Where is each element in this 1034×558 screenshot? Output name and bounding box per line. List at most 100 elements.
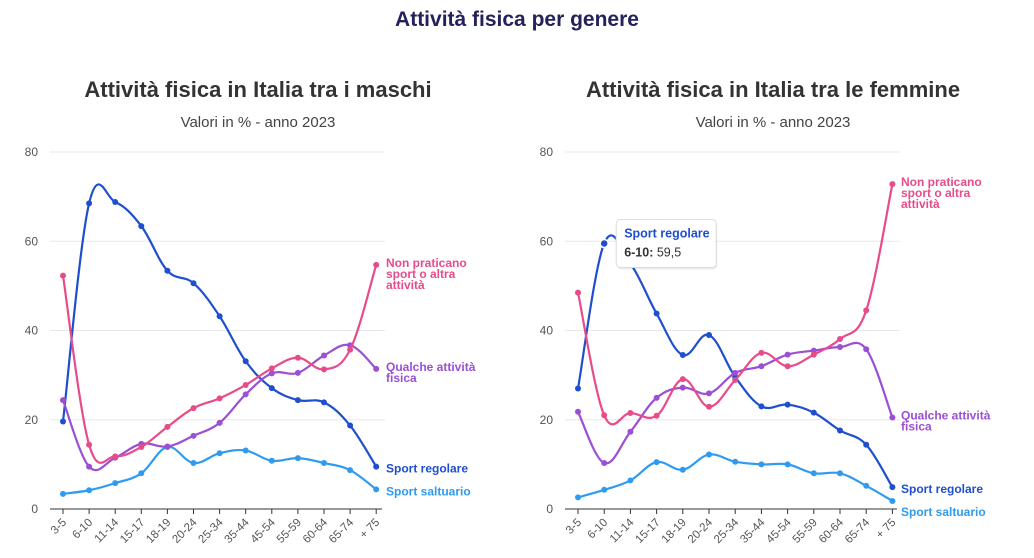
data-point-qualche-attivita-fisica[interactable] [242, 391, 249, 398]
data-point-sport-regolare[interactable] [758, 403, 765, 410]
data-point-qualche-attivita-fisica[interactable] [268, 370, 275, 377]
data-point-non-praticano-sport-o-altra-attivita[interactable] [653, 412, 660, 419]
data-point-non-praticano-sport-o-altra-attivita[interactable] [889, 181, 896, 188]
data-point-non-praticano-sport-o-altra-attivita[interactable] [138, 443, 145, 450]
data-point-non-praticano-sport-o-altra-attivita[interactable] [627, 410, 634, 417]
data-point-sport-regolare[interactable] [347, 422, 354, 429]
data-point-qualche-attivita-fisica[interactable] [863, 346, 870, 353]
data-point-qualche-attivita-fisica[interactable] [86, 463, 93, 470]
data-point-qualche-attivita-fisica[interactable] [601, 460, 608, 467]
series-line-qualche-attivita-fisica[interactable] [576, 341, 894, 465]
data-point-sport-saltuario[interactable] [373, 486, 380, 493]
data-point-non-praticano-sport-o-altra-attivita[interactable] [242, 381, 249, 388]
data-point-sport-saltuario[interactable] [216, 450, 223, 457]
data-point-qualche-attivita-fisica[interactable] [321, 352, 327, 359]
data-point-sport-regolare[interactable] [679, 352, 686, 359]
data-point-sport-saltuario[interactable] [294, 455, 301, 462]
data-point-sport-regolare[interactable] [268, 385, 275, 392]
data-point-sport-saltuario[interactable] [706, 451, 712, 458]
data-point-sport-regolare[interactable] [889, 484, 896, 491]
data-point-sport-regolare[interactable] [164, 267, 171, 274]
data-point-non-praticano-sport-o-altra-attivita[interactable] [373, 261, 380, 268]
data-point-qualche-attivita-fisica[interactable] [653, 394, 660, 401]
data-point-sport-saltuario[interactable] [138, 470, 145, 477]
data-point-non-praticano-sport-o-altra-attivita[interactable] [347, 346, 354, 353]
data-point-sport-regolare[interactable] [837, 427, 843, 434]
data-point-qualche-attivita-fisica[interactable] [784, 351, 791, 358]
data-point-qualche-attivita-fisica[interactable] [164, 443, 171, 450]
data-point-sport-regolare[interactable] [86, 200, 93, 207]
data-point-non-praticano-sport-o-altra-attivita[interactable] [758, 349, 765, 356]
data-point-non-praticano-sport-o-altra-attivita[interactable] [164, 423, 171, 430]
data-point-sport-saltuario[interactable] [86, 487, 93, 494]
data-point-qualche-attivita-fisica[interactable] [190, 432, 197, 439]
data-point-qualche-attivita-fisica[interactable] [373, 365, 380, 372]
data-point-sport-saltuario[interactable] [653, 459, 660, 466]
data-point-non-praticano-sport-o-altra-attivita[interactable] [112, 453, 119, 460]
data-point-qualche-attivita-fisica[interactable] [294, 369, 301, 376]
data-point-non-praticano-sport-o-altra-attivita[interactable] [784, 363, 791, 370]
data-point-sport-regolare[interactable] [863, 441, 870, 448]
data-point-sport-saltuario[interactable] [679, 466, 686, 473]
data-point-sport-regolare[interactable] [373, 463, 380, 470]
data-point-non-praticano-sport-o-altra-attivita[interactable] [706, 403, 712, 410]
data-point-sport-saltuario[interactable] [784, 461, 791, 468]
data-point-sport-saltuario[interactable] [190, 460, 197, 467]
data-point-qualche-attivita-fisica[interactable] [732, 369, 739, 376]
data-point-qualche-attivita-fisica[interactable] [758, 363, 765, 370]
chart-title: Attività fisica in Italia tra i maschi [84, 77, 431, 102]
data-point-sport-regolare[interactable] [138, 223, 145, 230]
data-point-sport-saltuario[interactable] [601, 486, 608, 493]
data-point-non-praticano-sport-o-altra-attivita[interactable] [679, 376, 686, 383]
data-point-sport-saltuario[interactable] [837, 470, 843, 477]
data-point-sport-regolare[interactable] [216, 313, 223, 320]
highlighted-point[interactable] [599, 238, 609, 249]
data-point-qualche-attivita-fisica[interactable] [889, 414, 896, 421]
data-point-qualche-attivita-fisica[interactable] [837, 344, 843, 351]
data-point-non-praticano-sport-o-altra-attivita[interactable] [863, 307, 870, 314]
data-point-sport-saltuario[interactable] [810, 470, 817, 477]
data-point-sport-saltuario[interactable] [732, 458, 739, 465]
data-point-sport-saltuario[interactable] [627, 477, 634, 484]
data-point-sport-saltuario[interactable] [242, 447, 249, 454]
data-point-sport-saltuario[interactable] [575, 494, 581, 501]
data-point-sport-regolare[interactable] [294, 397, 301, 404]
data-point-qualche-attivita-fisica[interactable] [679, 384, 686, 391]
data-point-non-praticano-sport-o-altra-attivita[interactable] [216, 395, 223, 402]
data-point-non-praticano-sport-o-altra-attivita[interactable] [575, 289, 581, 296]
data-point-non-praticano-sport-o-altra-attivita[interactable] [294, 354, 301, 361]
data-point-non-praticano-sport-o-altra-attivita[interactable] [837, 335, 843, 342]
data-point-non-praticano-sport-o-altra-attivita[interactable] [810, 351, 817, 358]
data-point-sport-saltuario[interactable] [889, 497, 896, 504]
data-point-sport-regolare[interactable] [190, 280, 197, 287]
data-point-qualche-attivita-fisica[interactable] [627, 428, 634, 435]
data-point-sport-regolare[interactable] [60, 418, 66, 425]
data-point-sport-saltuario[interactable] [268, 457, 275, 464]
series-line-sport-regolare[interactable] [576, 234, 894, 489]
data-point-sport-regolare[interactable] [575, 385, 581, 392]
data-point-sport-saltuario[interactable] [758, 461, 765, 468]
data-point-qualche-attivita-fisica[interactable] [60, 397, 66, 404]
data-point-non-praticano-sport-o-altra-attivita[interactable] [268, 365, 275, 372]
data-point-sport-saltuario[interactable] [347, 467, 354, 474]
data-point-sport-regolare[interactable] [242, 358, 249, 365]
data-point-non-praticano-sport-o-altra-attivita[interactable] [60, 272, 66, 279]
data-point-sport-regolare[interactable] [810, 409, 817, 416]
data-point-sport-saltuario[interactable] [321, 460, 327, 467]
data-point-non-praticano-sport-o-altra-attivita[interactable] [732, 377, 739, 384]
data-point-non-praticano-sport-o-altra-attivita[interactable] [321, 366, 327, 373]
data-point-qualche-attivita-fisica[interactable] [706, 390, 712, 397]
data-point-sport-saltuario[interactable] [60, 490, 66, 497]
data-point-sport-saltuario[interactable] [863, 482, 870, 489]
data-point-non-praticano-sport-o-altra-attivita[interactable] [601, 412, 608, 419]
data-point-sport-regolare[interactable] [321, 399, 327, 406]
data-point-sport-saltuario[interactable] [112, 480, 119, 487]
data-point-qualche-attivita-fisica[interactable] [575, 408, 581, 415]
data-point-sport-regolare[interactable] [653, 310, 660, 317]
data-point-sport-regolare[interactable] [784, 401, 791, 408]
data-point-sport-regolare[interactable] [706, 331, 712, 338]
data-point-sport-regolare[interactable] [112, 198, 119, 205]
data-point-non-praticano-sport-o-altra-attivita[interactable] [86, 441, 93, 448]
data-point-qualche-attivita-fisica[interactable] [216, 419, 223, 426]
data-point-non-praticano-sport-o-altra-attivita[interactable] [190, 405, 197, 412]
